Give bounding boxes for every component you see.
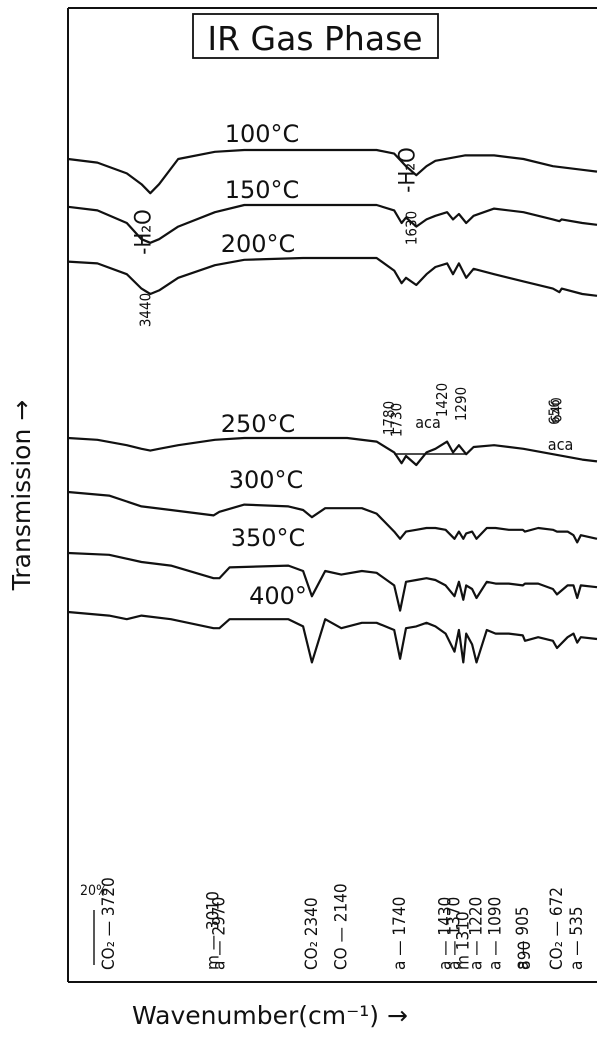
bottom-annotation-3: a — 2970 <box>209 897 229 970</box>
top-annotation-11: 640 <box>548 397 566 423</box>
top-annotation-2: -H₂O <box>395 147 420 193</box>
title-box <box>192 13 439 59</box>
series-label-6: 350°C <box>231 524 306 552</box>
top-annotation-5: 1780 <box>380 401 398 435</box>
bottom-annotation-2: m — 3010 <box>203 891 223 970</box>
series-label-2: 150°C <box>225 176 300 204</box>
spectrum-line-1 <box>67 148 598 195</box>
spectrum-line-4 <box>67 436 598 467</box>
bottom-annotation-5: CO — 2140 <box>331 883 351 970</box>
bottom-annotation-7: a — 1430 <box>436 897 456 970</box>
bottom-annotation-15: a — 535 <box>567 906 587 970</box>
bottom-annotation-10: a — 1220 <box>467 897 487 970</box>
y-axis-label: Transmission → <box>7 400 36 591</box>
spectrum-line-7 <box>67 610 598 664</box>
spectrum-line-2 <box>67 203 598 244</box>
series-label-4: 250°C <box>221 410 296 438</box>
bottom-annotation-6: a — 1740 <box>390 897 410 970</box>
top-annotation-4: 1630 <box>402 211 420 245</box>
top-annotation-6: 1730 <box>388 403 406 437</box>
spectrum-line-3 <box>67 256 598 297</box>
top-annotation-12: aca <box>548 435 574 454</box>
spectrum-line-5 <box>67 490 598 544</box>
chart-title: IR Gas Phase <box>207 19 422 58</box>
series-label-3: 200°C <box>221 230 296 258</box>
scale-note: 20% <box>80 883 108 899</box>
top-annotation-8: 1290 <box>452 387 470 421</box>
top-annotation-1: -H₂O <box>131 209 156 255</box>
series-label-5: 300°C <box>229 466 304 494</box>
bottom-annotation-12: a — 905 <box>513 906 533 970</box>
top-annotation-10: 656 <box>545 399 563 425</box>
spectrum-line-6 <box>67 551 598 612</box>
x-axis-label: Wavenumber(cm⁻¹) → <box>132 1001 408 1030</box>
series-label-1: 100°C <box>225 120 300 148</box>
series-label-7: 400° <box>249 582 307 610</box>
bottom-annotation-13: 890 <box>515 941 535 970</box>
bottom-annotation-4: CO₂ 2340 <box>302 897 322 970</box>
bottom-annotation-11: a — 1090 <box>486 897 506 970</box>
top-annotation-3: 3440 <box>136 293 154 327</box>
bottom-annotation-9: m 1310 <box>453 911 473 970</box>
top-annotation-9: aca <box>415 413 441 432</box>
top-annotation-7: 1420 <box>433 383 451 417</box>
bottom-annotation-8: a — 1370 <box>444 897 464 970</box>
bottom-annotation-1: CO₂ — 3720 <box>99 877 119 970</box>
bottom-annotation-14: CO₂ — 672 <box>547 887 567 970</box>
